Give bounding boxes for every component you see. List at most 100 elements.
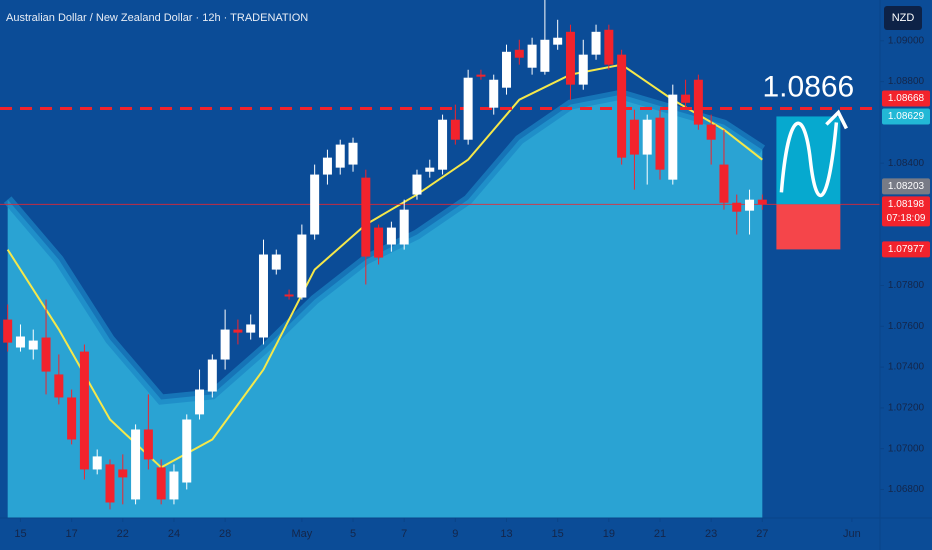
candle-body bbox=[732, 202, 742, 212]
x-tick-label: May bbox=[291, 528, 312, 540]
candle-body bbox=[693, 79, 703, 125]
currency-box bbox=[884, 6, 922, 30]
x-tick-label: 7 bbox=[401, 528, 407, 540]
y-tick-label: 1.06800 bbox=[888, 484, 925, 495]
x-tick-label: 27 bbox=[756, 528, 768, 540]
candle-body bbox=[220, 329, 230, 360]
x-tick-label: 17 bbox=[66, 528, 78, 540]
candle-body bbox=[335, 144, 345, 168]
candle-body bbox=[258, 254, 268, 338]
price-label: 1.07977 bbox=[888, 244, 925, 255]
candle-body bbox=[246, 324, 256, 333]
candle-body bbox=[348, 142, 358, 165]
x-tick-label: 24 bbox=[168, 528, 180, 540]
candle-body bbox=[604, 29, 614, 65]
annotation: 1.0866 bbox=[762, 70, 854, 103]
x-tick-label: 15 bbox=[552, 528, 564, 540]
candle-body bbox=[629, 119, 639, 155]
candle-body bbox=[578, 54, 588, 85]
candle-body bbox=[67, 397, 77, 440]
candle-body bbox=[92, 456, 102, 470]
candle-body bbox=[527, 44, 537, 68]
candle-body bbox=[15, 336, 25, 348]
candle-body bbox=[207, 359, 217, 392]
candle-body bbox=[182, 419, 192, 483]
candle-body bbox=[706, 124, 716, 140]
candle-body bbox=[284, 294, 294, 297]
projection-arrow bbox=[779, 121, 839, 197]
candle-body bbox=[105, 464, 115, 503]
candle-body bbox=[565, 31, 575, 85]
candle-body bbox=[3, 319, 13, 343]
plot-area bbox=[0, 0, 880, 518]
countdown: 07:18:09 bbox=[887, 213, 926, 224]
candle-body bbox=[591, 31, 601, 55]
candle-body bbox=[757, 199, 767, 205]
x-tick-label: 21 bbox=[654, 528, 666, 540]
x-tick-label: 28 bbox=[219, 528, 231, 540]
y-tick-label: 1.07200 bbox=[888, 403, 925, 414]
price-label-box bbox=[882, 90, 930, 107]
candle-body bbox=[297, 234, 307, 298]
candle-body bbox=[28, 340, 38, 350]
candle-body bbox=[412, 174, 422, 195]
stop-box bbox=[776, 204, 841, 250]
candle-body bbox=[425, 167, 435, 172]
candle-body bbox=[233, 329, 243, 333]
x-tick-label: Jun bbox=[843, 528, 861, 540]
candle-body bbox=[322, 157, 332, 175]
price-label: 1.08629 bbox=[888, 111, 925, 122]
candle-body bbox=[361, 177, 371, 257]
candle-body bbox=[310, 174, 320, 235]
price-label-box bbox=[882, 178, 930, 195]
candle-body bbox=[476, 74, 486, 77]
x-tick-label: 19 bbox=[603, 528, 615, 540]
candle-body bbox=[681, 94, 691, 103]
target-box bbox=[776, 116, 841, 205]
candle-body bbox=[41, 337, 51, 372]
candle-body bbox=[642, 119, 652, 155]
x-tick-label: 15 bbox=[14, 528, 26, 540]
candle-body bbox=[79, 351, 89, 470]
price-label-box bbox=[882, 108, 930, 125]
x-tick-label: 5 bbox=[350, 528, 356, 540]
candle-body bbox=[399, 209, 409, 245]
candle-body bbox=[450, 119, 460, 140]
candle-body bbox=[195, 389, 205, 415]
price-label: 1.08668 bbox=[888, 93, 925, 104]
y-tick-label: 1.07800 bbox=[888, 280, 925, 291]
y-tick-label: 1.09000 bbox=[888, 35, 925, 46]
candle-body bbox=[463, 77, 473, 140]
candle-body bbox=[719, 164, 729, 203]
x-tick-label: 13 bbox=[500, 528, 512, 540]
candle-body bbox=[553, 37, 563, 45]
x-tick-label: 23 bbox=[705, 528, 717, 540]
candle-body bbox=[386, 227, 396, 245]
y-tick-label: 1.08800 bbox=[888, 76, 925, 87]
candle-body bbox=[131, 429, 141, 500]
candle-body bbox=[438, 119, 448, 170]
candle-body bbox=[156, 467, 166, 500]
candle-body bbox=[489, 79, 499, 108]
candle-body bbox=[143, 429, 153, 460]
currency: NZD bbox=[892, 12, 915, 24]
price-label-box bbox=[882, 196, 930, 227]
candle-body bbox=[617, 54, 627, 158]
projection-arrow-head bbox=[825, 109, 848, 130]
candle-body bbox=[271, 254, 281, 270]
price-label: 1.08198 bbox=[888, 199, 925, 210]
candle-body bbox=[502, 51, 512, 88]
y-tick-label: 1.07400 bbox=[888, 362, 925, 373]
candle-body bbox=[655, 117, 665, 170]
price-label: 1.08203 bbox=[888, 181, 925, 192]
y-tick-label: 1.07000 bbox=[888, 443, 925, 454]
candle-body bbox=[374, 227, 384, 258]
candle-body bbox=[169, 471, 179, 500]
candle-body bbox=[514, 49, 524, 58]
y-tick-label: 1.08400 bbox=[888, 158, 925, 169]
candle-body bbox=[540, 39, 550, 72]
x-tick-label: 22 bbox=[117, 528, 129, 540]
chart-title: Australian Dollar / New Zealand Dollar ·… bbox=[6, 12, 308, 24]
y-tick-label: 1.07600 bbox=[888, 321, 925, 332]
